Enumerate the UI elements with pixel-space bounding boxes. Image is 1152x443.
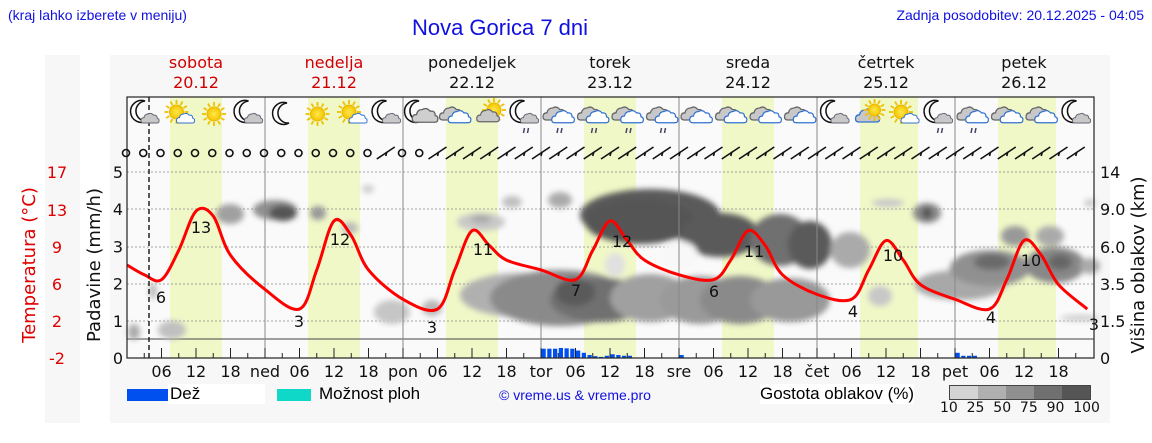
x-tick-label: 06 [151,362,171,381]
x-tick-label: 18 [634,362,654,381]
x-tick-label: 18 [1048,362,1068,381]
temperature-axis-label: Temperatura (°C) [19,187,40,344]
x-tick-label: 06 [979,362,999,381]
legend-rain-label: Dež [168,384,265,404]
temperature-line [126,206,1089,313]
x-tick-label: 12 [600,362,620,381]
x-tick-label: ned [250,362,280,381]
x-tick-label: tor [530,362,553,381]
wind-strip [121,146,1086,160]
temp-label: 11 [473,240,493,259]
x-tick-label: 06 [565,362,585,381]
density-swatch-1 [978,386,1006,399]
legend-rain-swatch [127,389,175,401]
svg-text:6.0: 6.0 [1100,238,1125,257]
svg-text:-2: -2 [49,349,65,368]
temp-label: 11 [744,242,764,261]
legend-density-ticks: 10 25 50 75 90 100 [940,400,1100,416]
x-tick-label: 18 [496,362,516,381]
x-tick-label: čet [805,362,830,381]
temp-label: 3 [427,318,437,337]
svg-text:3.5: 3.5 [1100,275,1125,294]
x-tick-label: 18 [220,362,240,381]
temp-label: 7 [571,281,581,300]
temp-label: 12 [330,230,350,249]
svg-text:6: 6 [52,275,62,294]
day-label-0: sobota 20.12 [168,53,224,92]
svg-text:2: 2 [52,312,62,331]
temp-label: 10 [883,246,903,265]
precipitation-axis-label: Padavine (mm/h) [84,188,105,342]
svg-text:0: 0 [113,349,123,368]
weather-icon-strip [129,98,1092,134]
legend-density-scale [949,385,1091,400]
day-label-2: ponedeljek 22.12 [428,53,516,92]
x-tick-label: 06 [841,362,861,381]
day-label-1: nedelja 21.12 [304,53,364,92]
svg-text:13: 13 [47,201,67,220]
temperature-axis-panel [45,55,80,423]
density-swatch-3 [1034,386,1062,399]
day-label-3: torek 23.12 [587,53,633,92]
legend-storm-swatch [277,389,311,401]
x-tick-label: 18 [910,362,930,381]
temp-label: 6 [709,282,719,301]
x-tick-label: 12 [462,362,482,381]
region-hint: (kraj lahko izberete v meniju) [8,7,187,23]
cloud-height-axis-label: Višina oblakov (km) [1128,176,1149,353]
day-label-4: sreda 24.12 [725,53,771,92]
x-tick-label: 18 [772,362,792,381]
page-title: Nova Gorica 7 dni [411,15,589,40]
svg-text:5: 5 [113,163,123,182]
svg-text:9.0: 9.0 [1100,200,1125,219]
temp-label: 3 [294,312,304,331]
x-tick-label: 12 [186,362,206,381]
svg-text:17: 17 [47,163,67,182]
x-tick-label: 06 [427,362,447,381]
temp-label: 4 [986,308,996,327]
cloud-height-axis: 0 1.5 3.5 6.0 9.0 14 [1100,163,1125,368]
x-tick-label: pet [942,362,968,381]
x-axis-tick-labels: 06 12 18 ned 06 12 18 pon 06 12 18 tor 06 12 18 sre 06 12… [151,362,1068,381]
day-label-5: četrtek 25.12 [857,53,915,92]
temp-label: 12 [612,232,632,251]
density-swatch-2 [1006,386,1034,399]
svg-text:4: 4 [113,200,123,219]
svg-text:1: 1 [113,312,123,331]
svg-text:3: 3 [113,237,123,256]
svg-text:2: 2 [113,275,123,294]
x-tick-label: 12 [324,362,344,381]
x-tick-label: 18 [358,362,378,381]
temp-label: 13 [191,218,211,237]
x-tick-label: 12 [1014,362,1034,381]
x-tick-label: 06 [289,362,309,381]
day-separators [264,97,956,358]
temperature-axis: 17 13 9 6 2 -2 [47,163,67,368]
day-label-6: petek 26.12 [1001,53,1047,92]
x-tick-label: pon [388,362,418,381]
copyright-link[interactable]: © vreme.us & vreme.pro [499,387,651,403]
legend-storm-label: Možnost ploh [319,384,421,403]
x-tick-label: 12 [738,362,758,381]
x-tick-label: 06 [703,362,723,381]
density-swatch-0 [950,386,978,399]
svg-text:14: 14 [1100,163,1120,182]
temp-label: 6 [156,288,166,307]
x-tick-label: sre [667,362,691,381]
x-tick-label: 12 [876,362,896,381]
last-update: Zadnja posodobitev: 20.12.2025 - 04:05 [896,7,1144,23]
svg-text:9: 9 [52,238,62,257]
svg-text:0: 0 [1100,349,1110,368]
density-swatch-4 [1062,386,1090,399]
legend-density-label: Gostota oblakov (%) [760,384,915,404]
svg-text:1.5: 1.5 [1100,312,1125,331]
temp-label: 10 [1021,251,1041,270]
precipitation-axis: 0 1 2 3 4 5 [113,163,123,368]
x-axis-ticks [143,348,1077,358]
temp-label: 4 [848,302,858,321]
